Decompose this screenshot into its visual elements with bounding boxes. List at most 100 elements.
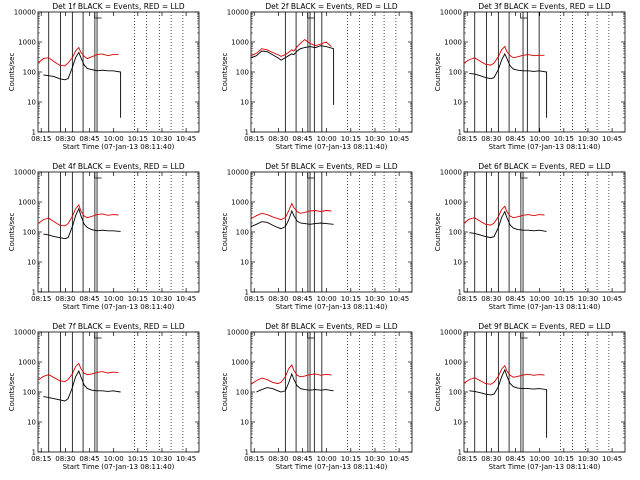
marker-glyph [520, 333, 528, 339]
x-tick-label: 10:45 [602, 135, 622, 143]
y-axis-label: Counts/sec [434, 373, 442, 412]
x-tick-label: 10:45 [389, 455, 409, 463]
panel-title: Det 9f BLACK = Events, RED = LLD [478, 322, 611, 331]
x-tick-label: 10:30 [578, 135, 598, 143]
lld-series-line [463, 205, 545, 226]
detector-panel: Det 2f BLACK = Events, RED = LLD 1 10 100 10… [221, 2, 413, 151]
events-series-line [469, 52, 548, 118]
detector-panel: Det 1f BLACK = Events, RED = LLD 1 10 100 10… [8, 2, 200, 151]
x-tick-label: 10:00 [317, 295, 337, 303]
x-tick-label: 10:30 [152, 455, 172, 463]
x-tick-label: 10:00 [317, 455, 337, 463]
y-axis-label: Counts/sec [8, 213, 16, 252]
detector-panel: Det 3f BLACK = Events, RED = LLD 1 10 100 10… [434, 2, 626, 151]
y-tick-label: 1 [458, 289, 462, 297]
x-tick-label: 08:30 [55, 135, 75, 143]
y-tick-label: 1000 [444, 39, 462, 47]
lld-series-line [250, 39, 332, 57]
y-tick-label: 10000 [227, 9, 249, 17]
y-tick-label: 100 [236, 229, 249, 237]
y-tick-label: 1 [32, 129, 36, 137]
x-axis-label: Start Time (07-Jan-13 08:11:40) [489, 303, 601, 311]
y-tick-label: 10000 [440, 9, 462, 17]
x-axis-label: Start Time (07-Jan-13 08:11:40) [489, 463, 601, 471]
marker-glyph [307, 13, 315, 19]
y-tick-label: 10 [27, 259, 36, 267]
x-tick-label: 10:15 [128, 295, 148, 303]
x-tick-label: 08:45 [292, 295, 312, 303]
x-tick-label: 10:15 [341, 135, 361, 143]
marker-glyph [94, 13, 102, 19]
y-axis-label: Counts/sec [221, 213, 229, 252]
x-tick-label: 08:30 [55, 455, 75, 463]
y-tick-label: 100 [449, 229, 462, 237]
events-series-line [43, 51, 122, 118]
x-tick-label: 08:45 [292, 455, 312, 463]
x-tick-label: 08:30 [481, 135, 501, 143]
y-tick-label: 10 [240, 99, 249, 107]
x-tick-label: 08:30 [268, 135, 288, 143]
y-tick-label: 10 [453, 259, 462, 267]
x-tick-label: 10:45 [176, 295, 196, 303]
x-tick-label: 10:30 [578, 295, 598, 303]
detector-panel: Det 5f BLACK = Events, RED = LLD 1 10 100 10… [221, 162, 413, 311]
detector-panel: Det 6f BLACK = Events, RED = LLD 1 10 100 10… [434, 162, 626, 311]
x-tick-label: 10:15 [554, 295, 574, 303]
events-series-line [469, 368, 548, 438]
y-tick-label: 10 [240, 259, 249, 267]
marker-glyph [307, 333, 315, 339]
y-axis-label: Counts/sec [8, 53, 16, 92]
marker-glyph [94, 333, 102, 339]
x-tick-label: 08:45 [79, 135, 99, 143]
x-axis-label: Start Time (07-Jan-13 08:11:40) [276, 463, 388, 471]
lld-series-line [37, 204, 119, 227]
panel-title: Det 2f BLACK = Events, RED = LLD [265, 2, 398, 11]
x-tick-label: 08:45 [505, 455, 525, 463]
y-tick-label: 100 [236, 389, 249, 397]
y-tick-label: 100 [23, 229, 36, 237]
x-tick-label: 08:15 [244, 135, 264, 143]
x-tick-label: 10:30 [152, 135, 172, 143]
x-tick-label: 10:00 [530, 135, 550, 143]
x-tick-label: 08:30 [268, 295, 288, 303]
x-tick-label: 08:30 [481, 455, 501, 463]
y-tick-label: 1000 [444, 199, 462, 207]
x-tick-label: 08:15 [244, 455, 264, 463]
x-tick-label: 10:15 [128, 455, 148, 463]
y-tick-label: 10000 [14, 9, 36, 17]
x-tick-label: 10:00 [530, 455, 550, 463]
x-tick-label: 10:30 [578, 455, 598, 463]
x-tick-label: 10:30 [152, 295, 172, 303]
marker-glyph [520, 13, 528, 19]
x-tick-label: 10:45 [176, 135, 196, 143]
panel-title: Det 7f BLACK = Events, RED = LLD [52, 322, 185, 331]
y-tick-label: 10000 [227, 329, 249, 337]
y-tick-label: 1 [458, 449, 462, 457]
plot-frame [250, 171, 413, 293]
marker-glyph [520, 173, 528, 179]
panel-title: Det 5f BLACK = Events, RED = LLD [265, 162, 398, 171]
plot-frame [463, 331, 626, 453]
x-tick-label: 08:15 [457, 455, 477, 463]
y-tick-label: 1000 [231, 39, 249, 47]
y-axis-label: Counts/sec [434, 213, 442, 252]
x-tick-label: 10:00 [104, 135, 124, 143]
x-tick-label: 10:45 [176, 455, 196, 463]
lld-series-line [463, 45, 545, 66]
x-tick-label: 10:00 [530, 295, 550, 303]
x-tick-label: 08:45 [505, 135, 525, 143]
y-tick-label: 100 [23, 389, 36, 397]
x-tick-label: 10:45 [389, 135, 409, 143]
y-tick-label: 1 [458, 129, 462, 137]
x-tick-label: 08:45 [292, 135, 312, 143]
x-tick-label: 10:45 [602, 455, 622, 463]
lld-series-line [250, 202, 332, 221]
y-tick-label: 100 [449, 389, 462, 397]
y-tick-label: 1000 [444, 359, 462, 367]
y-tick-label: 100 [449, 69, 462, 77]
x-axis-label: Start Time (07-Jan-13 08:11:40) [63, 303, 175, 311]
y-tick-label: 1000 [231, 199, 249, 207]
y-tick-label: 10 [27, 99, 36, 107]
y-tick-label: 10 [27, 419, 36, 427]
marker-glyph [307, 173, 315, 179]
